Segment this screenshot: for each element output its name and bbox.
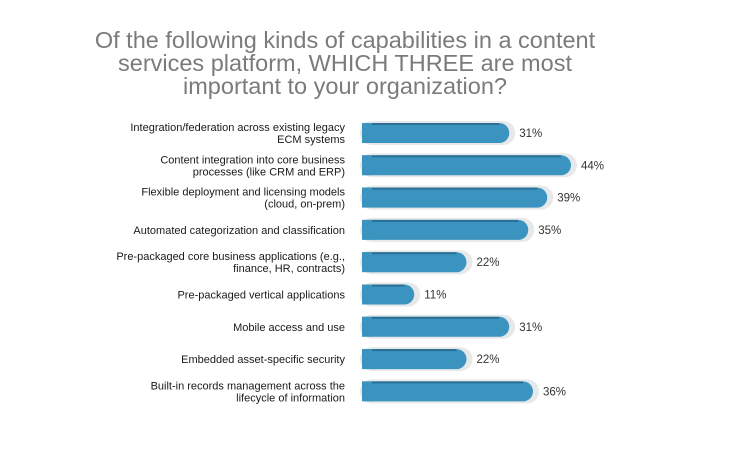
bar-top-edge: [362, 123, 500, 125]
bar-top-edge: [362, 349, 457, 352]
bar-square-end: [362, 219, 372, 240]
category-label: ECM systems: [277, 134, 345, 146]
category-label: lifecycle of information: [236, 392, 345, 404]
bar-square-end: [362, 252, 372, 273]
bar-top-edge: [362, 219, 519, 222]
bar-square-end: [362, 155, 372, 176]
category-label: Embedded asset-specific security: [181, 354, 345, 366]
bar-square-end: [362, 349, 372, 370]
bar-square-end: [362, 316, 372, 337]
value-label: 44%: [581, 160, 604, 172]
bar: [362, 381, 533, 402]
bar: [362, 316, 510, 337]
chart-title: Of the following kinds of capabilities i…: [60, 27, 630, 99]
title-line: important to your organization?: [183, 73, 507, 99]
bar-square-end: [362, 123, 372, 143]
category-label: Pre-packaged vertical applications: [177, 290, 345, 302]
title-line: services platform, WHICH THREE are most: [118, 50, 572, 76]
bar-square-end: [362, 381, 372, 402]
value-label: 22%: [477, 354, 500, 366]
category-label: (cloud, on-prem): [264, 199, 345, 211]
value-label: 36%: [543, 386, 566, 398]
category-label: Automated categorization and classificat…: [133, 225, 345, 237]
bar: [362, 284, 415, 305]
bar-square-end: [362, 187, 372, 208]
bar: [362, 219, 529, 240]
category-label: Built-in records management across the: [151, 380, 345, 392]
bar-square-end: [362, 284, 372, 305]
value-label: 39%: [557, 193, 580, 205]
category-label: processes (like CRM and ERP): [193, 166, 345, 178]
bar-top-edge: [362, 187, 538, 190]
category-label: finance, HR, contracts): [233, 263, 345, 275]
bar: [362, 187, 548, 208]
value-label: 11%: [424, 290, 446, 302]
bar: [362, 155, 571, 176]
category-label: Pre-packaged core business applications …: [116, 251, 345, 263]
bar: [362, 123, 510, 143]
category-label: Content integration into core business: [160, 154, 345, 166]
bar-top-edge: [362, 316, 500, 319]
bar-top-edge: [362, 252, 457, 255]
title-line: Of the following kinds of capabilities i…: [94, 27, 596, 53]
value-label: 35%: [538, 225, 561, 237]
value-label: 22%: [477, 257, 500, 269]
category-label: Mobile access and use: [233, 322, 345, 334]
bar-top-edge: [362, 381, 523, 384]
value-label: 31%: [519, 128, 542, 140]
bar: [362, 252, 467, 273]
value-label: 31%: [519, 322, 542, 334]
bar-top-edge: [362, 284, 405, 287]
bar-top-edge: [362, 155, 561, 158]
category-label: Integration/federation across existing l…: [130, 122, 345, 134]
category-label: Flexible deployment and licensing models: [141, 187, 345, 199]
bar: [362, 349, 467, 370]
